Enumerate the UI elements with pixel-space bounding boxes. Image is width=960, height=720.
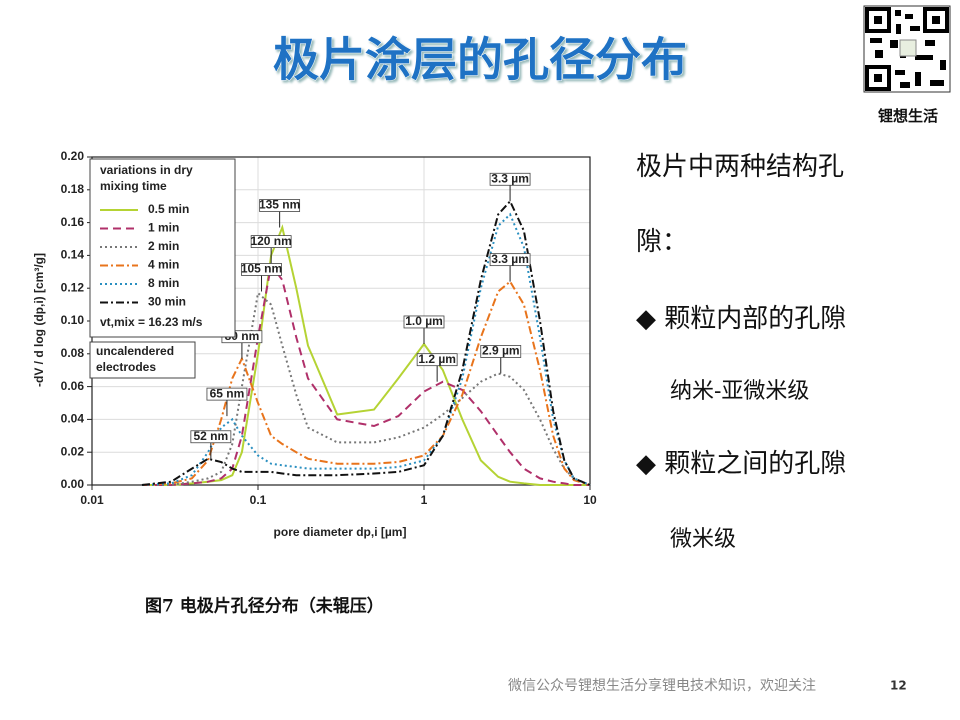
- legend-label: 1 min: [148, 221, 179, 235]
- annotation-label: 105 nm: [241, 262, 282, 276]
- y-tick-label: 0.04: [61, 412, 85, 426]
- heading: 隙：: [636, 227, 688, 257]
- footer: 微信公众号锂想生活分享锂电技术知识，欢迎关注: [508, 677, 816, 694]
- annotation-box: [416, 353, 458, 367]
- legend-box: [89, 158, 236, 338]
- annotation-box: [241, 263, 282, 276]
- annotation-label: 2.9 µm: [482, 344, 520, 358]
- note-text: uncalendered: [96, 344, 174, 358]
- annotation-box: [250, 235, 292, 249]
- annotation-box: [190, 430, 232, 444]
- annotation-box: [480, 345, 522, 358]
- x-axis-label: pore diameter dp,i [µm]: [274, 525, 407, 539]
- y-tick-label: 0.20: [61, 149, 85, 163]
- x-tick-label: 0.1: [250, 493, 267, 507]
- y-tick-label: 0.10: [61, 313, 85, 327]
- series-line: [141, 199, 591, 486]
- annotation-label: 1.2 µm: [418, 352, 456, 366]
- bullet-title: ◆ 颗粒之间的孔隙: [636, 449, 846, 479]
- legend-label: 30 min: [148, 295, 186, 309]
- y-tick-label: 0.12: [61, 280, 85, 294]
- y-tick-label: 0.14: [61, 248, 85, 262]
- x-tick-label: 0.01: [80, 493, 104, 507]
- y-tick-label: 0.16: [61, 215, 85, 229]
- qr-code: [863, 5, 951, 93]
- annotation-box: [489, 172, 531, 186]
- series-line: [142, 291, 591, 486]
- y-axis-label: -dV / d log (dp,i) [cm³/g]: [32, 253, 46, 387]
- x-tick-label: 1: [421, 493, 428, 507]
- heading: 极片中两种结构孔: [636, 152, 844, 182]
- legend-note: vt,mix = 16.23 m/s: [100, 315, 203, 329]
- slide-title: 极片涂层的孔径分布: [273, 33, 687, 87]
- note-text: electrodes: [96, 360, 156, 374]
- bullet-detail: 微米级: [670, 527, 736, 552]
- legend-title: variations in dry: [100, 163, 193, 177]
- y-tick-label: 0.06: [61, 379, 85, 393]
- x-tick-label: 10: [583, 493, 597, 507]
- annotation-label: 135 nm: [259, 198, 300, 212]
- annotation-box: [489, 253, 531, 267]
- logo-label: 锂想生活: [878, 107, 938, 125]
- y-tick-label: 0.02: [61, 444, 85, 458]
- legend-title: mixing time: [100, 179, 167, 193]
- legend-label: 0.5 min: [148, 202, 189, 216]
- y-tick-label: 0.18: [61, 182, 85, 196]
- legend: variations in dry mixing time 0.5 min 1 min…: [89, 158, 236, 338]
- annotation-box: [403, 315, 445, 329]
- series-line: [141, 280, 591, 486]
- note-box: [89, 341, 196, 379]
- bullet-detail: 纳米-亚微米级: [670, 379, 809, 404]
- legend-label: 2 min: [148, 239, 179, 253]
- annotation-label: 3.3 µm: [491, 171, 529, 185]
- series-line: [142, 262, 590, 486]
- annotation-label: 1.0 µm: [405, 314, 443, 328]
- bullet-title: ◆ 颗粒内部的孔隙: [636, 304, 846, 334]
- annotation-label: 65 nm: [210, 386, 245, 400]
- legend-label: 4 min: [148, 258, 179, 272]
- figure-caption: 图7 电极片孔径分布（未辊压）: [145, 596, 384, 617]
- series-line: [141, 212, 591, 486]
- annotation-box: [259, 199, 301, 212]
- annotation-box: [206, 387, 248, 401]
- annotation-label: 120 nm: [250, 234, 291, 248]
- y-tick-label: 0.00: [61, 477, 85, 491]
- series-line: [142, 224, 590, 486]
- annotation-label: 52 nm: [194, 429, 229, 443]
- page-number: 12: [890, 679, 907, 693]
- legend-label: 8 min: [148, 276, 179, 290]
- annotation-label: 3.3 µm: [491, 252, 529, 266]
- y-tick-label: 0.08: [61, 346, 85, 360]
